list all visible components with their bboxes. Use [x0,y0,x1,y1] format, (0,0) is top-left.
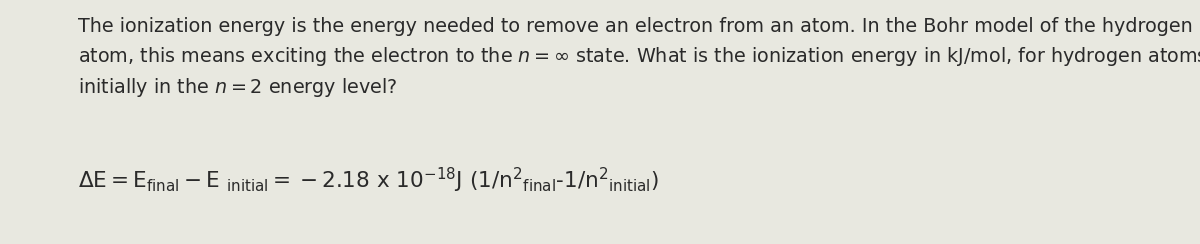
Text: The ionization energy is the energy needed to remove an electron from an atom. I: The ionization energy is the energy need… [78,17,1200,99]
Text: $\mathsf{\Delta E = E_{final} - E\ _{initial} = -2.18\ x\ 10^{-18}J\ (1/n^{2}{}_: $\mathsf{\Delta E = E_{final} - E\ _{ini… [78,166,659,195]
